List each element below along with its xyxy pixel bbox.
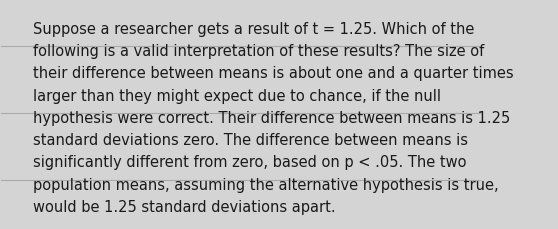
Text: larger than they might expect due to chance, if the null: larger than they might expect due to cha…: [32, 88, 440, 103]
Text: standard deviations zero. The difference between means is: standard deviations zero. The difference…: [32, 133, 468, 147]
Text: their difference between means is about one and a quarter times: their difference between means is about …: [32, 66, 513, 81]
Text: population means, assuming the alternative hypothesis is true,: population means, assuming the alternati…: [32, 177, 498, 192]
Text: would be 1.25 standard deviations apart.: would be 1.25 standard deviations apart.: [32, 199, 335, 214]
Text: Suppose a researcher gets a result of t = 1.25. Which of the: Suppose a researcher gets a result of t …: [32, 22, 474, 37]
Text: significantly different from zero, based on p < .05. The two: significantly different from zero, based…: [32, 155, 466, 170]
Text: following is a valid interpretation of these results? The size of: following is a valid interpretation of t…: [32, 44, 484, 59]
Text: hypothesis were correct. Their difference between means is 1.25: hypothesis were correct. Their differenc…: [32, 110, 510, 125]
